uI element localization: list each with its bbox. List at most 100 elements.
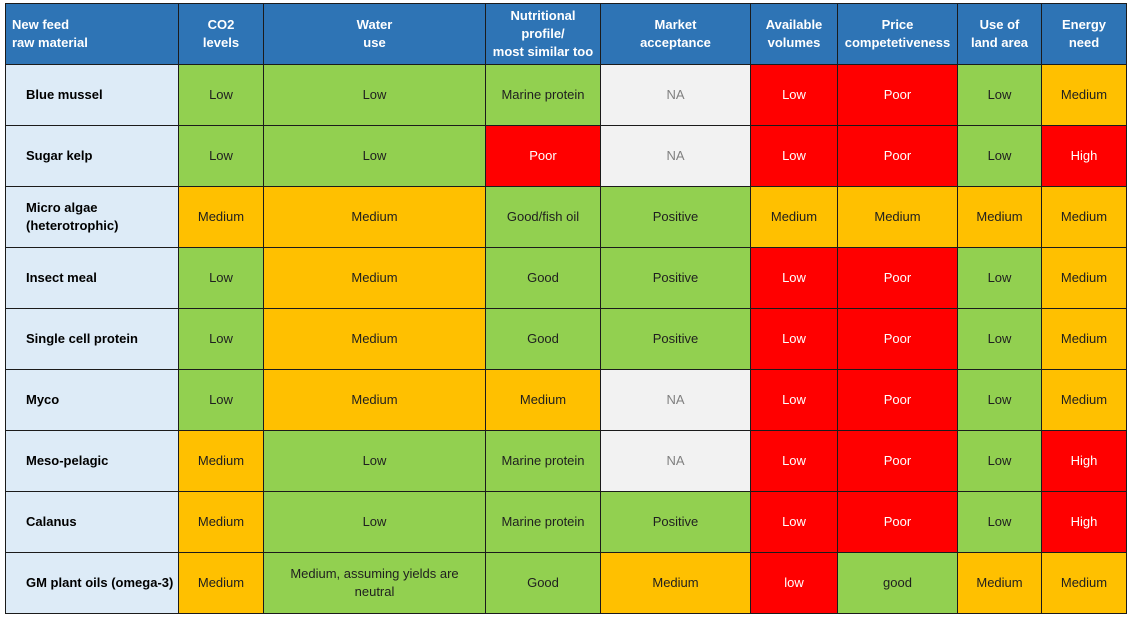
row-label: Insect meal	[5, 247, 179, 309]
feed-raw-material-comparison-table: New feed raw material CO2 levels Water use …	[5, 3, 1127, 614]
cell-water-use: Medium, assuming yields are neutral	[263, 552, 486, 614]
cell-available-volumes: Low	[750, 247, 838, 309]
header-energy-need: Energy need	[1041, 3, 1127, 65]
header-raw-material: New feed raw material	[5, 3, 179, 65]
cell-nutritional-profile: Good/fish oil	[485, 186, 601, 248]
row-label: GM plant oils (omega-3)	[5, 552, 179, 614]
cell-market-acceptance: NA	[600, 125, 751, 187]
cell-co2-levels: Low	[178, 308, 264, 370]
cell-price-competitiveness: Poor	[837, 125, 958, 187]
cell-energy-need: Medium	[1041, 247, 1127, 309]
cell-available-volumes: Low	[750, 308, 838, 370]
cell-price-competitiveness: Poor	[837, 247, 958, 309]
row-label: Myco	[5, 369, 179, 431]
cell-market-acceptance: Positive	[600, 491, 751, 553]
cell-co2-levels: Medium	[178, 186, 264, 248]
row-label: Meso-pelagic	[5, 430, 179, 492]
table-row: Meso-pelagic Medium Low Marine protein NA Low…	[5, 430, 1127, 492]
cell-price-competitiveness: Poor	[837, 64, 958, 126]
cell-co2-levels: Low	[178, 64, 264, 126]
cell-co2-levels: Medium	[178, 491, 264, 553]
row-label: Micro algae (heterotrophic)	[5, 186, 179, 248]
cell-available-volumes: low	[750, 552, 838, 614]
cell-nutritional-profile: Good	[485, 552, 601, 614]
cell-co2-levels: Low	[178, 247, 264, 309]
header-nutritional-profile: Nutritional profile/most similar too	[485, 3, 601, 65]
cell-water-use: Medium	[263, 247, 486, 309]
cell-nutritional-profile: Marine protein	[485, 430, 601, 492]
cell-co2-levels: Medium	[178, 552, 264, 614]
cell-water-use: Medium	[263, 186, 486, 248]
cell-water-use: Low	[263, 125, 486, 187]
cell-water-use: Medium	[263, 308, 486, 370]
table-row: Calanus Medium Low Marine protein Positive Lo…	[5, 491, 1127, 553]
cell-energy-need: Medium	[1041, 308, 1127, 370]
cell-energy-need: High	[1041, 491, 1127, 553]
cell-land-area: Low	[957, 64, 1042, 126]
cell-price-competitiveness: Medium	[837, 186, 958, 248]
cell-water-use: Low	[263, 491, 486, 553]
cell-co2-levels: Medium	[178, 430, 264, 492]
row-label: Blue mussel	[5, 64, 179, 126]
cell-market-acceptance: NA	[600, 430, 751, 492]
cell-land-area: Low	[957, 369, 1042, 431]
cell-available-volumes: Low	[750, 125, 838, 187]
cell-land-area: Medium	[957, 186, 1042, 248]
cell-nutritional-profile: Marine protein	[485, 491, 601, 553]
cell-available-volumes: Medium	[750, 186, 838, 248]
cell-market-acceptance: NA	[600, 64, 751, 126]
cell-energy-need: Medium	[1041, 552, 1127, 614]
cell-energy-need: Medium	[1041, 369, 1127, 431]
cell-price-competitiveness: Poor	[837, 491, 958, 553]
table-row: Sugar kelp Low Low Poor NA Low Poor Low High	[5, 125, 1127, 187]
cell-land-area: Low	[957, 430, 1042, 492]
cell-energy-need: High	[1041, 125, 1127, 187]
cell-water-use: Medium	[263, 369, 486, 431]
header-price-competitiveness: Price competetiveness	[837, 3, 958, 65]
cell-co2-levels: Low	[178, 369, 264, 431]
cell-nutritional-profile: Poor	[485, 125, 601, 187]
cell-co2-levels: Low	[178, 125, 264, 187]
cell-available-volumes: Low	[750, 369, 838, 431]
cell-price-competitiveness: Poor	[837, 308, 958, 370]
cell-land-area: Low	[957, 308, 1042, 370]
header-land-area: Use of land area	[957, 3, 1042, 65]
cell-market-acceptance: Positive	[600, 308, 751, 370]
table-row: Insect meal Low Medium Good Positive Low Poor L…	[5, 247, 1127, 309]
header-co2-levels: CO2 levels	[178, 3, 264, 65]
cell-available-volumes: Low	[750, 64, 838, 126]
header-row: New feed raw material CO2 levels Water use …	[5, 3, 1127, 65]
header-available-volumes: Available volumes	[750, 3, 838, 65]
cell-land-area: Low	[957, 247, 1042, 309]
table-row: Single cell protein Low Medium Good Positive…	[5, 308, 1127, 370]
cell-market-acceptance: Positive	[600, 186, 751, 248]
cell-market-acceptance: Medium	[600, 552, 751, 614]
cell-price-competitiveness: Poor	[837, 369, 958, 431]
cell-land-area: Low	[957, 491, 1042, 553]
cell-price-competitiveness: Poor	[837, 430, 958, 492]
table-body: Blue mussel Low Low Marine protein NA Low Poor…	[5, 64, 1127, 614]
cell-nutritional-profile: Marine protein	[485, 64, 601, 126]
header-water-use: Water use	[263, 3, 486, 65]
cell-energy-need: Medium	[1041, 186, 1127, 248]
cell-nutritional-profile: Good	[485, 308, 601, 370]
table-row: GM plant oils (omega-3) Medium Medium, ass…	[5, 552, 1127, 614]
comparison-table-container: New feed raw material CO2 levels Water use …	[5, 3, 1127, 614]
cell-energy-need: Medium	[1041, 64, 1127, 126]
header-market-acceptance: Market acceptance	[600, 3, 751, 65]
cell-land-area: Medium	[957, 552, 1042, 614]
cell-nutritional-profile: Medium	[485, 369, 601, 431]
cell-land-area: Low	[957, 125, 1042, 187]
row-label: Calanus	[5, 491, 179, 553]
cell-nutritional-profile: Good	[485, 247, 601, 309]
table-row: Myco Low Medium Medium NA Low Poor Low Medium	[5, 369, 1127, 431]
row-label: Sugar kelp	[5, 125, 179, 187]
cell-market-acceptance: NA	[600, 369, 751, 431]
cell-energy-need: High	[1041, 430, 1127, 492]
cell-available-volumes: Low	[750, 430, 838, 492]
cell-water-use: Low	[263, 430, 486, 492]
cell-available-volumes: Low	[750, 491, 838, 553]
table-row: Blue mussel Low Low Marine protein NA Low Poor…	[5, 64, 1127, 126]
cell-market-acceptance: Positive	[600, 247, 751, 309]
cell-price-competitiveness: good	[837, 552, 958, 614]
